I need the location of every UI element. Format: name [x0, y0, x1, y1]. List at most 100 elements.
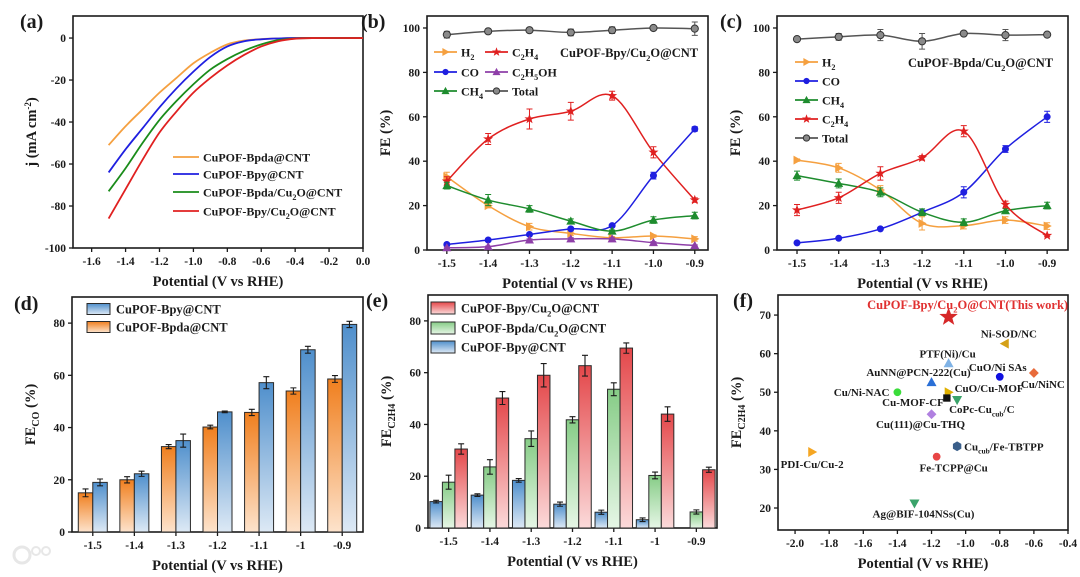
legend-label: Total	[822, 132, 849, 146]
data-point	[649, 231, 659, 241]
data-point	[1001, 30, 1010, 40]
data-point	[960, 188, 968, 196]
y-tick-label: 100	[403, 23, 421, 35]
text-run: Cu-MOF-CF	[882, 397, 944, 409]
error-bar	[263, 376, 270, 390]
legend-label: CH4	[461, 85, 483, 102]
y-tick-label: 20	[409, 201, 421, 213]
data-point	[649, 172, 657, 180]
bar	[495, 397, 510, 529]
data-point	[607, 234, 617, 243]
scatter-point-group: Ni-SOD/NC	[981, 329, 1037, 349]
error-bar	[82, 488, 89, 498]
data-point	[649, 23, 658, 33]
legend-label: C2H4	[822, 113, 848, 130]
legend-label: H2	[822, 56, 835, 73]
y-tick-label: -100	[45, 243, 66, 255]
x-tick-label: -1.2	[150, 256, 168, 268]
subscript: 4	[534, 53, 538, 62]
y-tick-label: -40	[51, 117, 67, 129]
data-point	[690, 210, 700, 220]
y-tick-label: 40	[409, 156, 421, 168]
data-point	[876, 30, 885, 40]
legend-item: Total	[485, 85, 539, 99]
data-point	[1043, 221, 1052, 231]
data-point	[952, 396, 963, 406]
subscript: 2	[470, 53, 474, 62]
bar	[327, 378, 343, 533]
scatter-point-group: CoPc-Cucub/C	[949, 396, 1015, 418]
legend-item: CuPOF-Bpy@CNT	[173, 168, 304, 182]
panel-f: (f) -2.0 -1.8 -1.6 -1.4 -1.2 -1.0 -0.8 -0.6 -0.4 2…	[729, 290, 1077, 572]
text-run: OH	[538, 66, 557, 80]
error-bar	[705, 466, 712, 473]
series-CuPOF-Bpy/Cu2O@CNT	[107, 37, 364, 220]
data-point	[917, 207, 927, 216]
data-point	[875, 187, 885, 196]
x-tick-label: -1.4	[888, 538, 906, 550]
y-tick-label: -60	[51, 159, 67, 171]
legend-item: CO	[795, 75, 840, 89]
data-point	[943, 394, 951, 402]
data-point	[926, 377, 937, 387]
x-tick-label: -0.8	[218, 256, 236, 268]
point-label: PDI-Cu/Cu-2	[781, 459, 844, 471]
error-bar	[557, 501, 563, 507]
x-tick-label: -0.6	[252, 256, 270, 268]
text-run: O@CNT	[551, 302, 599, 316]
panel-label: (d)	[14, 293, 38, 315]
scatter-point-group: Cu-MOF-CF	[882, 394, 951, 409]
legend-marker	[442, 47, 450, 57]
data-point	[917, 37, 927, 46]
error-bar	[124, 476, 131, 484]
y-tick-label: 60	[409, 112, 421, 124]
data-point	[608, 26, 617, 35]
x-tick-label: -1.2	[913, 258, 931, 270]
error-bar	[528, 430, 535, 447]
legend-item: CuPOF-Bpda@CNT	[86, 321, 228, 335]
bar	[607, 388, 621, 529]
text-run: Cu(111)@Cu-THQ	[876, 419, 966, 431]
x-tick-label: -1.2	[922, 538, 940, 550]
scatter-point-group: Cu/Ni-NAC	[834, 387, 902, 399]
y-label-main: FE	[379, 429, 395, 448]
data-point	[918, 218, 927, 228]
legend-item: H2	[434, 46, 474, 62]
subscript: 5	[534, 73, 538, 82]
legend-swatch	[430, 301, 456, 315]
subscript: 2	[292, 193, 296, 202]
legend-label: CH4	[822, 94, 844, 111]
scatter-point-group: CuO/Cu-MOF	[944, 383, 1024, 398]
x-tick-label: -0.9	[687, 536, 705, 548]
y-tick-label: -80	[51, 201, 67, 213]
series-C2H5OH	[442, 234, 700, 252]
scatter-point-group: CuPOF-Bpy/Cu2O@CNT(This work)	[867, 298, 1068, 325]
data-point	[566, 216, 576, 225]
data-point	[876, 225, 884, 233]
data-point	[442, 180, 452, 190]
error-bar	[623, 342, 630, 354]
bar	[92, 481, 108, 533]
bar	[536, 374, 551, 529]
x-tick-label: -0.9	[1038, 258, 1056, 270]
data-point	[793, 239, 801, 247]
y-label-main: FE (%)	[378, 110, 394, 156]
text-run: CuPOF-Bpda/Cu	[461, 322, 554, 336]
series-H2	[793, 155, 1052, 231]
legend-swatch	[430, 340, 456, 354]
x-tick-label: -1.5	[84, 540, 102, 552]
legend-label: CuPOF-Bpy/Cu2O@CNT	[461, 302, 600, 319]
error-bar	[474, 493, 481, 497]
x-tick-label: -1.0	[644, 258, 662, 270]
plot-frame	[426, 15, 709, 251]
panel-label: (b)	[361, 11, 385, 33]
data-point	[691, 125, 699, 133]
x-tick-label: -1.4	[116, 256, 134, 268]
scatter-point-group: Ag@BIF-104NSs(Cu)	[873, 499, 975, 520]
text-run: CuPOF-Bpy@CNT	[116, 303, 221, 317]
watermark-logo-mark	[12, 545, 32, 565]
data-point	[1043, 30, 1052, 39]
y-tick-label: 0	[59, 527, 65, 539]
legend-label: CuPOF-Bpda@CNT	[203, 151, 310, 165]
legend-item: CuPOF-Bpy@CNT	[86, 303, 221, 317]
